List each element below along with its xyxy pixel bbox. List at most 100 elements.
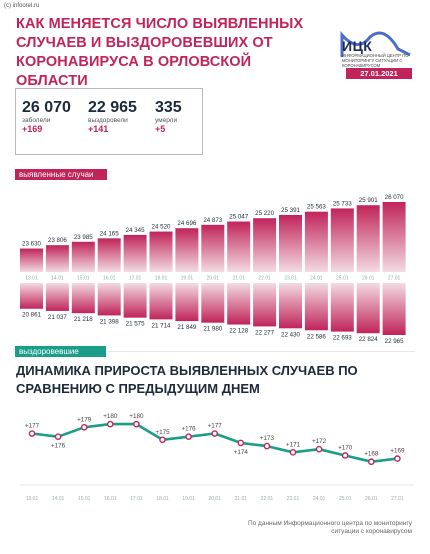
recovered-bar — [201, 283, 225, 323]
increment-point — [185, 433, 192, 440]
x-tick-label: 20.01 — [208, 496, 221, 502]
category-tick-label: 18.01 — [155, 276, 168, 282]
detected-bar — [304, 211, 328, 272]
detected-value-label: 24 520 — [152, 224, 171, 231]
recovered-value-label: 22 586 — [307, 333, 326, 340]
recovered-bar — [227, 283, 251, 325]
detected-value-label: 25 391 — [281, 207, 300, 214]
recovered-bar — [382, 283, 406, 335]
watermark: (c) infoorel.ru — [4, 3, 40, 9]
detected-bar — [382, 202, 406, 272]
stat-died: 335 умерли +5 — [155, 99, 182, 134]
increment-value-label: +176 — [51, 443, 66, 450]
recovered-value-label: 20 861 — [22, 312, 41, 319]
detected-value-label: 24 345 — [126, 227, 145, 234]
x-tick-label: 17.01 — [130, 496, 143, 502]
detected-bar — [123, 234, 147, 272]
detected-value-label: 25 047 — [229, 214, 248, 221]
detected-value-label: 23 806 — [48, 237, 67, 244]
x-tick-label: 15.01 — [78, 496, 91, 502]
category-tick-label: 22.01 — [258, 276, 271, 282]
detected-value-label: 25 563 — [307, 204, 326, 211]
stats-box: 26 070 заболели +169 22 965 выздоровели … — [15, 88, 203, 155]
category-tick-label: 14.01 — [51, 276, 64, 282]
increment-value-label: +171 — [286, 441, 301, 448]
detected-bar — [175, 228, 199, 272]
x-tick-label: 14.01 — [52, 496, 65, 502]
increment-value-label: +180 — [129, 413, 144, 420]
stat-value: 335 — [155, 99, 182, 116]
logo-name: ИЦК — [342, 38, 373, 54]
increment-point — [341, 452, 349, 459]
category-tick-label: 21.01 — [232, 276, 245, 282]
increment-point — [237, 439, 245, 447]
recovered-bar — [330, 283, 354, 332]
category-tick-label: 26.01 — [362, 276, 375, 282]
recovered-bar — [253, 283, 277, 327]
x-tick-label: 27.01 — [391, 496, 404, 502]
recovered-bar — [356, 283, 380, 334]
detected-value-label: 26 070 — [385, 194, 404, 201]
stat-delta: +141 — [88, 124, 109, 134]
recovered-value-label: 22 277 — [255, 329, 274, 336]
stat-label: заболели — [22, 117, 51, 124]
increment-value-label: +169 — [390, 448, 405, 455]
x-tick-label: 22.01 — [261, 496, 274, 502]
x-tick-label: 19.01 — [182, 496, 195, 502]
increment-point — [54, 433, 62, 440]
detected-value-label: 24 873 — [203, 217, 222, 224]
increment-point — [80, 423, 88, 431]
category-tick-label: 16.01 — [103, 276, 116, 282]
category-tick-label: 25.01 — [336, 276, 349, 282]
recovered-value-label: 22 430 — [281, 331, 300, 338]
detected-bar — [253, 218, 277, 272]
recovered-bar — [71, 283, 95, 314]
increment-point — [263, 442, 271, 450]
x-tick-label: 16.01 — [104, 496, 117, 502]
increment-value-label: +173 — [260, 435, 275, 442]
recovered-value-label: 21 218 — [74, 316, 93, 323]
increment-value-label: +168 — [364, 451, 379, 458]
detected-value-label: 23 985 — [74, 234, 93, 241]
increment-value-label: +172 — [312, 438, 327, 445]
recovered-value-label: 22 693 — [333, 335, 352, 342]
x-tick-label: 18.01 — [156, 496, 169, 502]
detected-bar — [279, 214, 302, 272]
stat-infected: 26 070 заболели +169 — [22, 99, 71, 134]
increment-point — [367, 458, 375, 466]
recovered-value-label: 21 980 — [203, 326, 222, 333]
stat-value: 26 070 — [22, 99, 71, 116]
x-tick-label: 25.01 — [339, 496, 352, 502]
detected-value-label: 24 165 — [100, 230, 119, 237]
detected-bar — [45, 245, 69, 272]
increment-value-label: +177 — [25, 423, 40, 430]
category-tick-label: 19.01 — [181, 276, 194, 282]
increment-value-label: +170 — [338, 444, 353, 451]
detected-bar — [201, 224, 225, 272]
increment-point — [315, 445, 323, 453]
detected-bar — [71, 241, 95, 272]
detected-bar — [149, 231, 173, 272]
detected-label: выявленные случаи — [15, 169, 107, 180]
logo-icon — [340, 31, 411, 57]
line-chart-title: ДИНАМИКА ПРИРОСТА ВЫЯВЛЕННЫХ СЛУЧАЕВ ПО … — [16, 363, 358, 396]
recovered-bar — [97, 283, 121, 316]
recovered-bar — [20, 283, 43, 309]
page-title: КАК МЕНЯЕТСЯ ЧИСЛО ВЫЯВЛЕННЫХ СЛУЧАЕВ И … — [16, 16, 304, 89]
recovered-value-label: 21 037 — [48, 314, 67, 321]
recovered-bar — [123, 283, 147, 318]
stat-delta: +5 — [155, 124, 166, 134]
increment-point — [28, 430, 36, 437]
increment-value-label: +176 — [182, 426, 197, 433]
recovered-label: выздоровевшие — [15, 346, 106, 357]
stat-recovered: 22 965 выздоровели +141 — [88, 99, 137, 134]
recovered-bar — [279, 283, 302, 329]
detected-value-label: 25 733 — [333, 200, 352, 207]
date-badge: 27.01.2021 — [346, 68, 412, 79]
detected-value-label: 25 220 — [255, 210, 274, 217]
category-tick-label: 13.01 — [25, 276, 38, 282]
logo-subtitle: ИНФОРМАЦИОННЫЙ ЦЕНТР ПО МОНИТОРИНГУ СИТУ… — [342, 53, 409, 68]
recovered-bar — [304, 283, 328, 331]
